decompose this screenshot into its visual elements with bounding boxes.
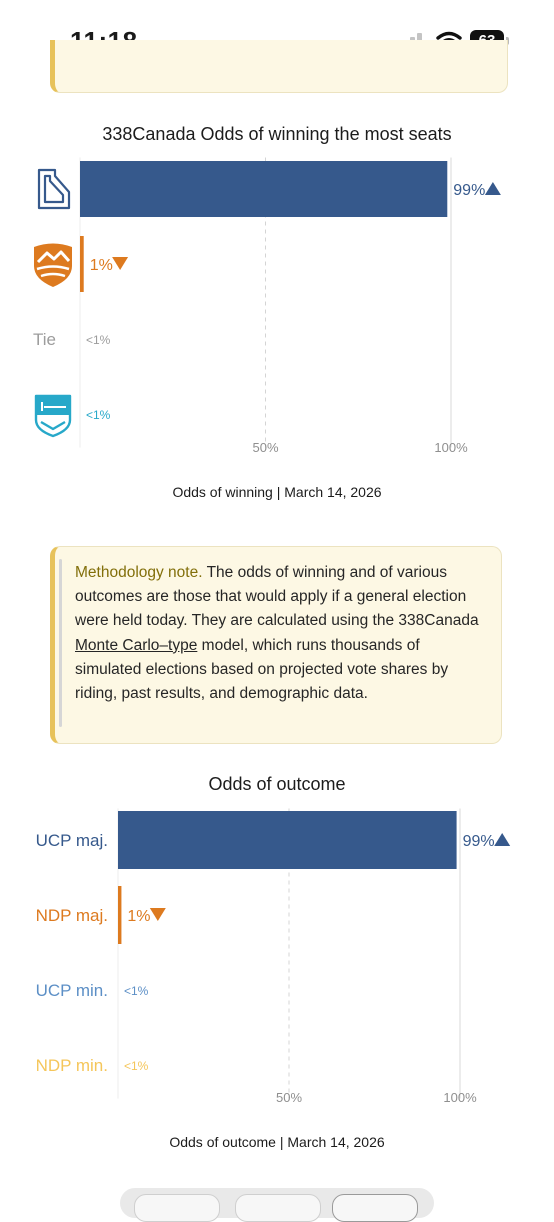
triangle-up-icon xyxy=(484,182,501,195)
value-label: 99% xyxy=(453,182,485,199)
tab-button[interactable] xyxy=(332,1194,418,1222)
odds-of-outcome-chart: 50% 100% UCP maj. 99% NDP maj. 1% UCP min. <1% N… xyxy=(36,808,511,1105)
value-label: <1% xyxy=(86,408,111,422)
alberta-outline-icon xyxy=(37,168,71,210)
tab-button[interactable] xyxy=(235,1194,321,1222)
chart-1-caption: Odds of winning | March 14, 2026 xyxy=(172,484,382,500)
bar xyxy=(80,236,84,292)
icon-wave xyxy=(36,265,70,271)
methodology-heading: Methodology note. xyxy=(75,564,203,581)
methodology-note: Methodology note. The odds of winning an… xyxy=(50,546,502,744)
chart-1-title: 338Canada Odds of winning the most seats xyxy=(102,124,452,144)
methodology-body-1: The odds of winning and of various outco… xyxy=(75,564,479,630)
triangle-down-icon xyxy=(149,908,166,921)
monte-carlo-link[interactable]: Monte Carlo–type xyxy=(75,636,198,654)
category-label: NDP min. xyxy=(36,1056,108,1075)
bar xyxy=(118,886,122,944)
value-label: <1% xyxy=(124,984,149,998)
icon-wave xyxy=(40,272,66,278)
previous-note-card xyxy=(50,40,508,93)
triangle-up-icon xyxy=(494,833,511,846)
category-label: UCP min. xyxy=(36,981,108,1000)
x-tick-label: 100% xyxy=(443,1090,477,1105)
republican-party-icon xyxy=(34,394,72,438)
value-label: <1% xyxy=(124,1059,149,1073)
methodology-body-2: model, which runs thousands of simulated… xyxy=(75,636,449,703)
value-label: 1% xyxy=(90,257,113,274)
category-label: Tie xyxy=(33,330,56,349)
value-label: 99% xyxy=(463,833,495,850)
odds-of-winning-chart: 50% 100% 99% 1% Tie <1% <1% xyxy=(33,157,501,455)
triangle-down-icon xyxy=(112,257,129,270)
methodology-text: Methodology note. The odds of winning an… xyxy=(75,561,485,706)
category-label: UCP maj. xyxy=(36,831,108,850)
icon-fill xyxy=(36,396,70,415)
bar xyxy=(118,811,457,869)
icon-chevron xyxy=(40,420,66,431)
x-tick-label: 50% xyxy=(276,1090,302,1105)
note-rule xyxy=(59,559,62,727)
chart-2-title: Odds of outcome xyxy=(208,774,346,794)
icon-inner-outline xyxy=(43,174,65,204)
value-label: 1% xyxy=(127,908,150,925)
icon-mark xyxy=(41,402,66,411)
tab-button[interactable] xyxy=(134,1194,220,1222)
icon-mountains xyxy=(36,250,71,264)
bottom-tab-bar xyxy=(120,1188,434,1222)
category-label: NDP maj. xyxy=(36,906,108,925)
value-label: <1% xyxy=(86,333,111,347)
x-tick-label: 100% xyxy=(434,440,468,455)
x-tick-label: 50% xyxy=(252,440,278,455)
ndp-logo-icon xyxy=(34,243,72,287)
bar xyxy=(80,161,448,217)
icon-outline xyxy=(37,168,71,210)
chart-2-caption: Odds of outcome | March 14, 2026 xyxy=(169,1134,385,1150)
